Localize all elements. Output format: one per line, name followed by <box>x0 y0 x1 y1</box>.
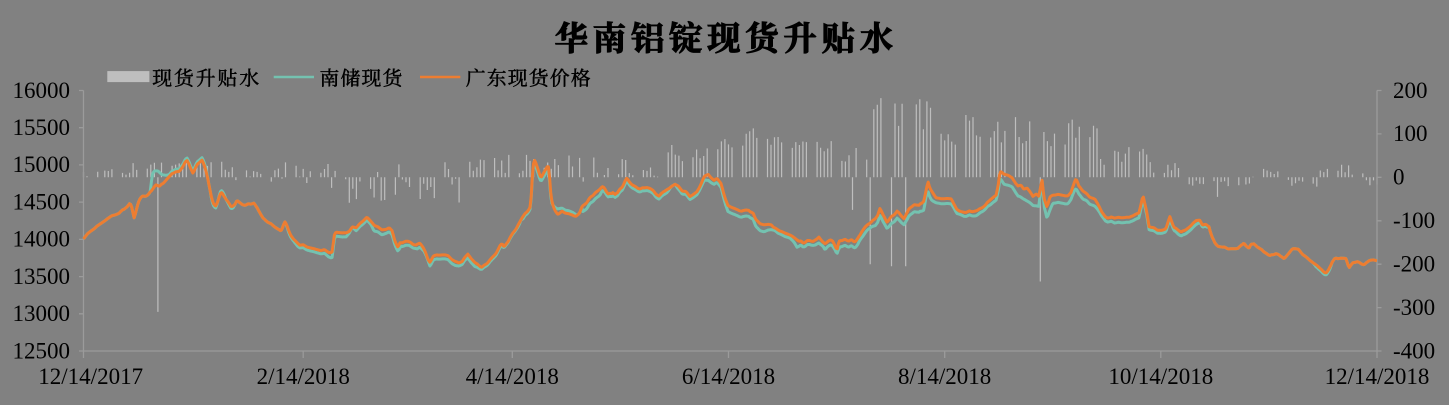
svg-text:14500: 14500 <box>13 189 71 214</box>
svg-text:6/14/2018: 6/14/2018 <box>682 364 775 389</box>
svg-text:8/14/2018: 8/14/2018 <box>898 364 991 389</box>
svg-text:200: 200 <box>1393 78 1428 103</box>
svg-text:2/14/2018: 2/14/2018 <box>257 364 350 389</box>
svg-text:-200: -200 <box>1393 251 1435 276</box>
svg-text:-300: -300 <box>1393 295 1435 320</box>
svg-text:0: 0 <box>1393 165 1405 190</box>
svg-text:10/14/2018: 10/14/2018 <box>1108 364 1213 389</box>
svg-text:15000: 15000 <box>13 152 71 177</box>
svg-text:12500: 12500 <box>13 338 71 363</box>
svg-text:-100: -100 <box>1393 208 1435 233</box>
svg-text:15500: 15500 <box>13 115 71 140</box>
svg-text:4/14/2018: 4/14/2018 <box>466 364 559 389</box>
svg-text:100: 100 <box>1393 121 1428 146</box>
svg-text:12/14/2018: 12/14/2018 <box>1325 364 1430 389</box>
svg-text:16000: 16000 <box>13 78 71 103</box>
svg-text:13000: 13000 <box>13 301 71 326</box>
svg-text:13500: 13500 <box>13 264 71 289</box>
svg-text:14000: 14000 <box>13 227 71 252</box>
svg-text:-400: -400 <box>1393 338 1435 363</box>
svg-text:12/14/2017: 12/14/2017 <box>38 364 143 389</box>
